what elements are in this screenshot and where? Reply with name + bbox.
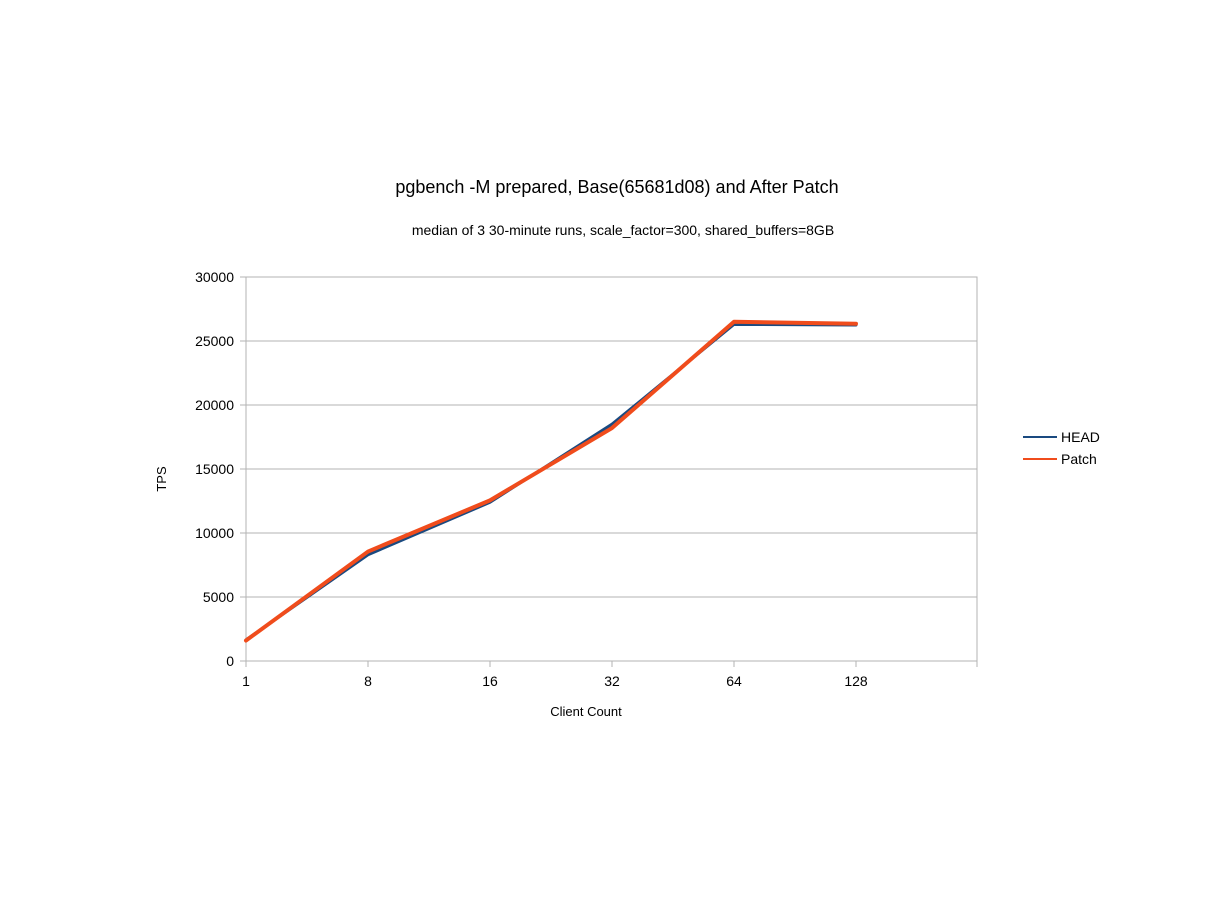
chart-title: pgbench -M prepared, Base(65681d08) and … (395, 177, 838, 197)
y-tick-label: 5000 (203, 589, 234, 605)
series-line-head (244, 322, 858, 642)
y-axis-label: TPS (154, 466, 169, 492)
x-tick-label: 1 (242, 673, 250, 689)
x-tick-label: 128 (844, 673, 868, 689)
y-tick-label: 15000 (195, 461, 234, 477)
x-tick-label: 32 (604, 673, 620, 689)
series-lines (244, 319, 858, 643)
y-tick-label: 0 (226, 653, 234, 669)
x-tick-label: 16 (482, 673, 498, 689)
legend-label: Patch (1061, 451, 1097, 467)
y-tick-label: 10000 (195, 525, 234, 541)
x-tick-label: 64 (726, 673, 742, 689)
legend-label: HEAD (1061, 429, 1100, 445)
x-axis: 1 8 16 32 64 128 (242, 661, 978, 689)
y-tick-label: 25000 (195, 333, 234, 349)
x-axis-label: Client Count (550, 704, 622, 719)
y-tick-label: 20000 (195, 397, 234, 413)
series-line-patch (244, 319, 858, 643)
x-tick-label: 8 (364, 673, 372, 689)
y-axis: 0 5000 10000 15000 20000 25000 30000 (195, 269, 246, 669)
legend: HEAD Patch (1023, 429, 1100, 467)
chart-subtitle: median of 3 30-minute runs, scale_factor… (412, 222, 834, 238)
y-tick-label: 30000 (195, 269, 234, 285)
gridlines (246, 276, 977, 662)
